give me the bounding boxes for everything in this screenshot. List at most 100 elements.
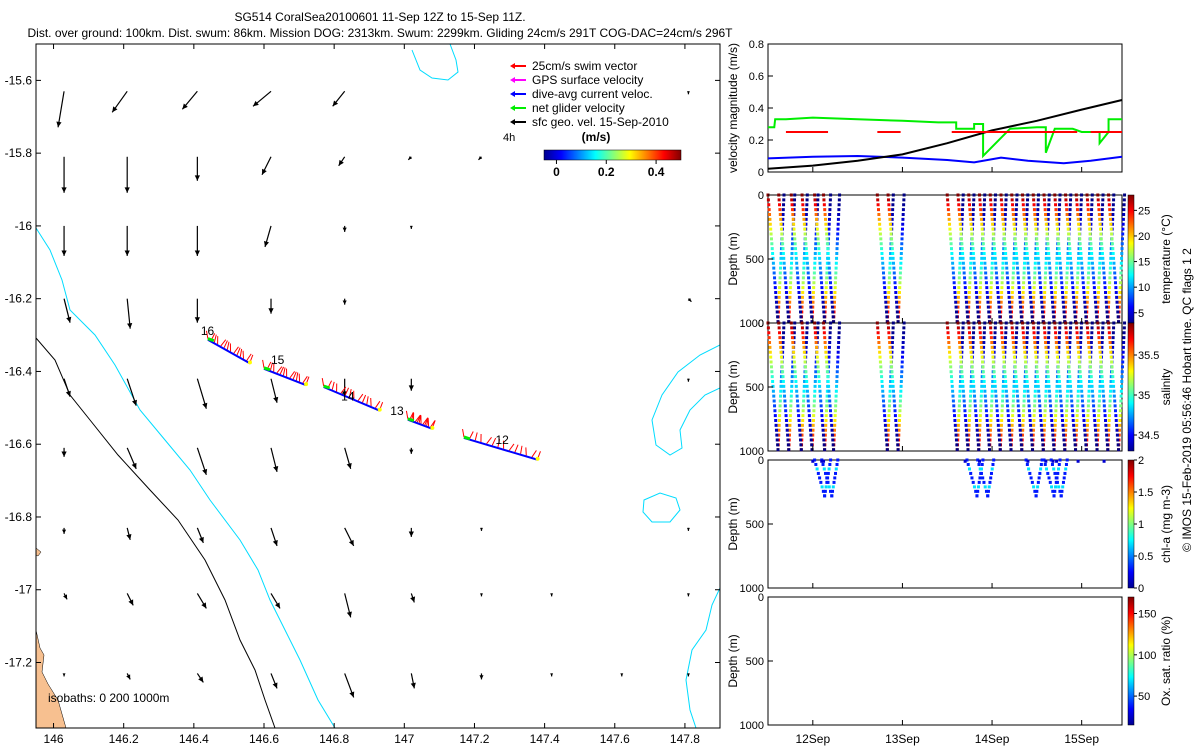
- day-label: 12: [496, 433, 510, 447]
- section-point: [978, 295, 982, 299]
- section-point: [983, 256, 987, 260]
- section-colorbar-label: 0.5: [1138, 551, 1153, 563]
- map-xtick-label: 146.4: [179, 732, 209, 746]
- section-point: [992, 370, 996, 374]
- section-point: [1090, 203, 1094, 207]
- section-point: [1009, 448, 1013, 452]
- section-point: [972, 384, 976, 388]
- section-colorbar-label: 20: [1138, 231, 1150, 243]
- section-point: [1041, 310, 1045, 314]
- section-point: [1121, 355, 1125, 359]
- section-point: [1075, 418, 1079, 422]
- section-point: [902, 193, 906, 197]
- section-point: [1099, 232, 1103, 236]
- section-point: [900, 247, 904, 251]
- section-point: [773, 404, 777, 408]
- section-point: [1020, 448, 1024, 452]
- section-point: [989, 423, 993, 427]
- section-point: [989, 290, 993, 294]
- section-point: [793, 326, 797, 330]
- section-point: [889, 232, 893, 236]
- section-point: [958, 389, 962, 393]
- section-point: [1015, 331, 1019, 335]
- swim-vector: [366, 396, 369, 405]
- section-point: [893, 409, 897, 413]
- section-point: [805, 331, 809, 335]
- section-point: [989, 286, 993, 290]
- section-point: [1108, 409, 1112, 413]
- section-point: [1119, 266, 1123, 270]
- geo-arrow-head: [182, 103, 188, 110]
- section-point: [1058, 489, 1062, 493]
- section-point: [775, 305, 779, 309]
- section-point: [889, 360, 893, 364]
- section-point: [1045, 375, 1049, 379]
- section-point: [981, 365, 985, 369]
- section-point: [1110, 242, 1114, 246]
- section-point: [1012, 266, 1016, 270]
- section-point: [828, 203, 832, 207]
- section-point: [1069, 266, 1073, 270]
- section-point: [805, 256, 809, 260]
- section-point: [827, 467, 831, 471]
- section-point: [998, 448, 1002, 452]
- section-point: [770, 370, 774, 374]
- section-colorbar: [1127, 194, 1135, 324]
- section-point: [786, 305, 790, 309]
- section-point: [1040, 305, 1044, 309]
- section-point: [981, 232, 985, 236]
- section-point: [1059, 266, 1063, 270]
- section-point: [1018, 295, 1022, 299]
- section-point: [1100, 340, 1104, 344]
- section-point: [1069, 394, 1073, 398]
- section-point: [1057, 247, 1061, 251]
- section-point: [1025, 331, 1029, 335]
- section-point: [1015, 198, 1019, 202]
- geo-arrow-head: [263, 241, 270, 247]
- section-point: [957, 336, 961, 340]
- section-point: [887, 418, 891, 422]
- section-point: [1122, 208, 1126, 212]
- section-point: [824, 281, 828, 285]
- section-point: [1025, 217, 1029, 221]
- section-point: [1107, 418, 1111, 422]
- section-point: [978, 321, 982, 325]
- section-point: [779, 217, 783, 221]
- section-point: [989, 336, 993, 340]
- section-point: [1073, 310, 1077, 314]
- section-point: [786, 438, 790, 442]
- section-point: [1044, 256, 1048, 260]
- section-point: [955, 315, 959, 319]
- section-point: [1075, 336, 1079, 340]
- map-xtick-label: 147.4: [530, 732, 560, 746]
- section-point: [969, 227, 973, 231]
- section-point: [787, 320, 791, 324]
- section-point: [1012, 350, 1016, 354]
- section-point: [1110, 370, 1114, 374]
- section-point: [1118, 295, 1122, 299]
- section-point: [1084, 438, 1088, 442]
- swim-vector: [474, 432, 478, 441]
- section-point: [790, 331, 794, 335]
- section-point: [976, 485, 980, 489]
- section-point: [1045, 365, 1049, 369]
- section-point: [778, 276, 782, 280]
- section-point: [811, 295, 815, 299]
- section-point: [804, 370, 808, 374]
- section-point: [1001, 379, 1005, 383]
- section-point: [1047, 261, 1051, 265]
- section-point: [812, 271, 816, 275]
- section-point: [1051, 433, 1055, 437]
- section-point: [989, 281, 993, 285]
- section-point: [797, 295, 801, 299]
- section-point: [994, 321, 998, 325]
- section-point: [807, 286, 811, 290]
- section-point: [986, 295, 990, 299]
- section-point: [804, 217, 808, 221]
- section-point: [1042, 198, 1046, 202]
- section-point: [1066, 222, 1070, 226]
- section-point: [981, 350, 985, 354]
- velocity-ytick-label: 0.8: [749, 39, 764, 51]
- section-point: [1051, 305, 1055, 309]
- section-point: [1069, 326, 1073, 330]
